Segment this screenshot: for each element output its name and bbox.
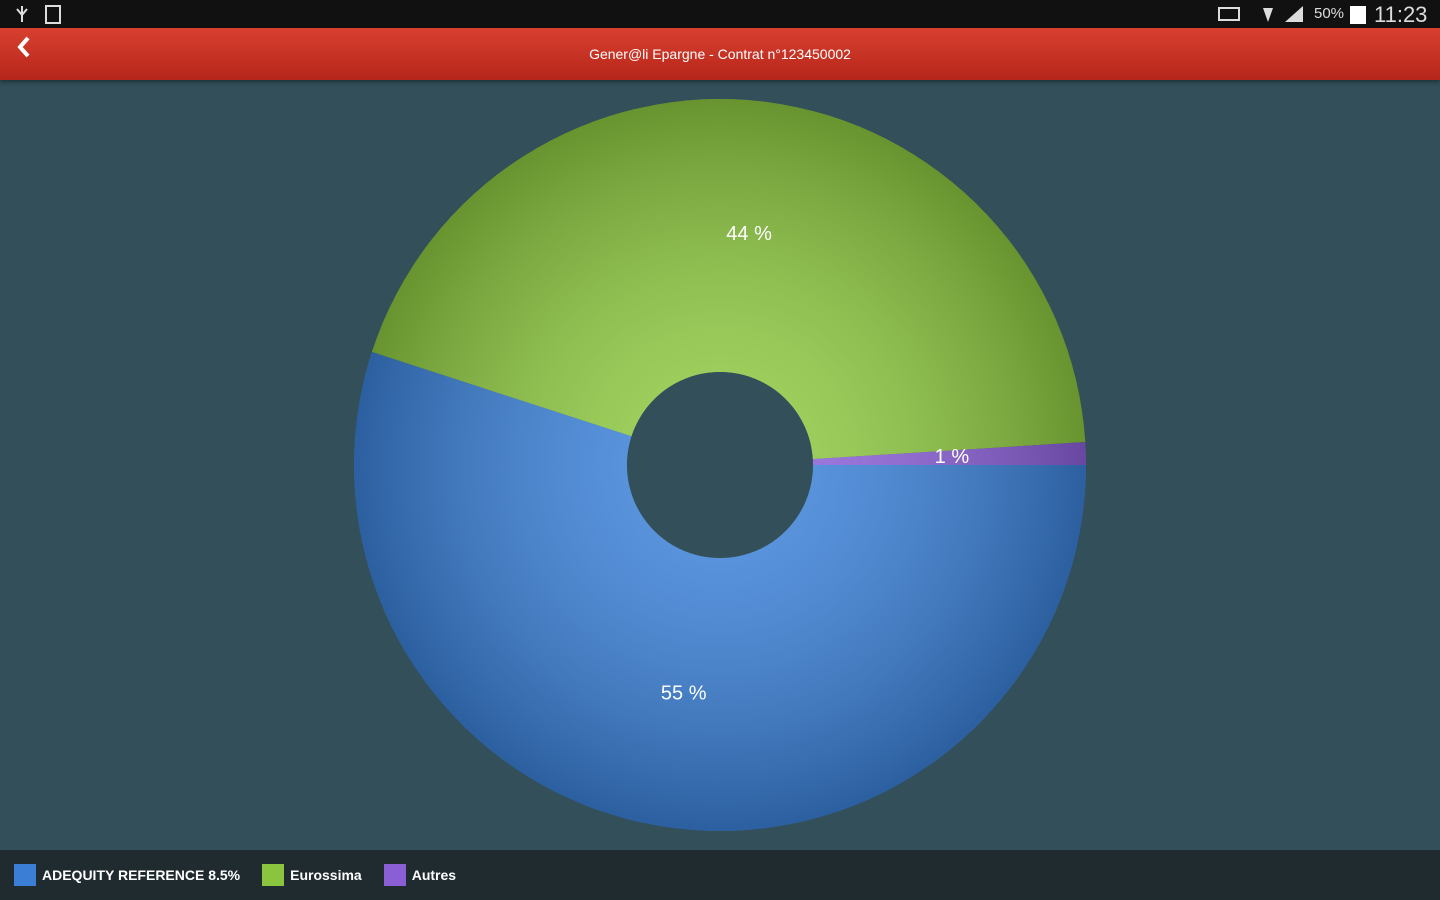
legend-label: Eurossima [290,867,362,883]
donut-chart: 55 % 44 % 1 % [353,98,1086,832]
app-bar: Gener@li Epargne - Contrat n°123450002 [0,28,1440,80]
slice-label: 1 % [935,446,970,468]
legend-label: Autres [411,867,457,883]
legend-item: Autres [383,864,457,886]
status-bar: 50% 11:23 [0,0,1440,28]
hole [627,372,813,558]
legend-item: Eurossima [262,864,362,886]
status-icons [16,5,61,24]
legend-swatch [383,864,406,886]
clock: 11:23 [1374,2,1428,27]
signal-icons [1218,6,1303,22]
legend-swatch [262,864,285,886]
slice-label: 55 % [661,682,707,704]
legend: ADEQUITY REFERENCE 8.5% Eurossima Autres [0,850,1440,900]
battery-text: 50% [1314,5,1345,22]
legend-swatch [14,864,36,886]
slice-label: 44 % [726,223,772,245]
back-button[interactable] [0,28,46,68]
battery-icon [1350,6,1366,24]
app-title: Gener@li Epargne - Contrat n°123450002 [589,46,851,62]
legend-label: ADEQUITY REFERENCE 8.5% [42,867,241,883]
legend-item: ADEQUITY REFERENCE 8.5% [14,864,240,886]
